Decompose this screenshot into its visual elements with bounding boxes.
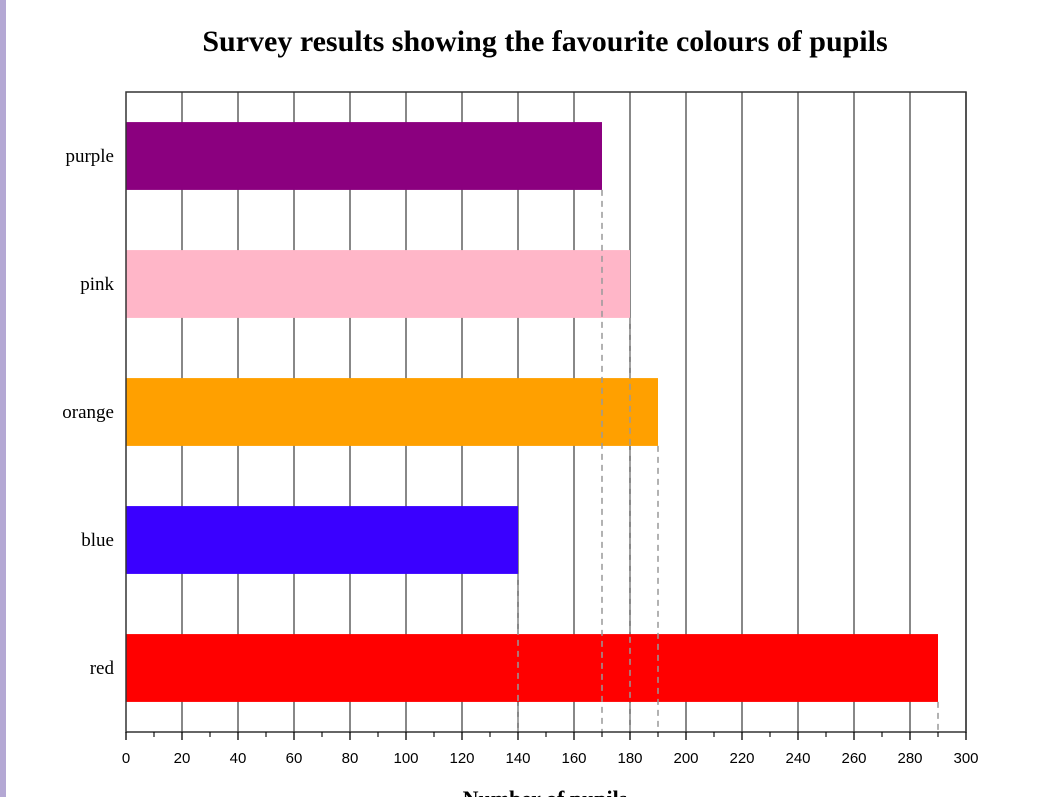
x-tick-label-60: 60 [286, 750, 303, 767]
category-label-blue: blue [81, 530, 114, 551]
x-axis-title: Number of pupils [463, 786, 628, 797]
reference-lines [517, 189, 939, 732]
x-tick-label-160: 160 [561, 750, 586, 767]
x-tick-label-140: 140 [505, 750, 530, 767]
x-tick-label-240: 240 [785, 750, 810, 767]
category-label-purple: purple [65, 146, 114, 167]
chart-title: Survey results showing the favourite col… [202, 25, 887, 58]
bar-orange [126, 378, 658, 446]
category-label-red: red [90, 658, 115, 679]
x-tick-label-40: 40 [230, 750, 247, 767]
x-tick-label-180: 180 [617, 750, 642, 767]
category-label-orange: orange [62, 402, 114, 423]
category-label-pink: pink [80, 274, 114, 295]
x-tick-label-260: 260 [841, 750, 866, 767]
x-tick-label-0: 0 [122, 750, 130, 767]
x-tick-label-100: 100 [393, 750, 418, 767]
x-tick-label-280: 280 [897, 750, 922, 767]
axes: purple pink orange blue red 0 20 40 60 80 100 120 14… [62, 91, 979, 767]
x-tick-label-200: 200 [673, 750, 698, 767]
x-tick-label-80: 80 [342, 750, 359, 767]
x-tick-label-20: 20 [174, 750, 191, 767]
x-tick-label-220: 220 [729, 750, 754, 767]
bar-pink [126, 250, 630, 318]
bar-red [126, 634, 938, 702]
bar-purple [126, 122, 602, 190]
x-tick-label-120: 120 [449, 750, 474, 767]
bar-blue [126, 506, 518, 574]
bars [126, 122, 938, 702]
x-tick-label-300: 300 [953, 750, 978, 767]
